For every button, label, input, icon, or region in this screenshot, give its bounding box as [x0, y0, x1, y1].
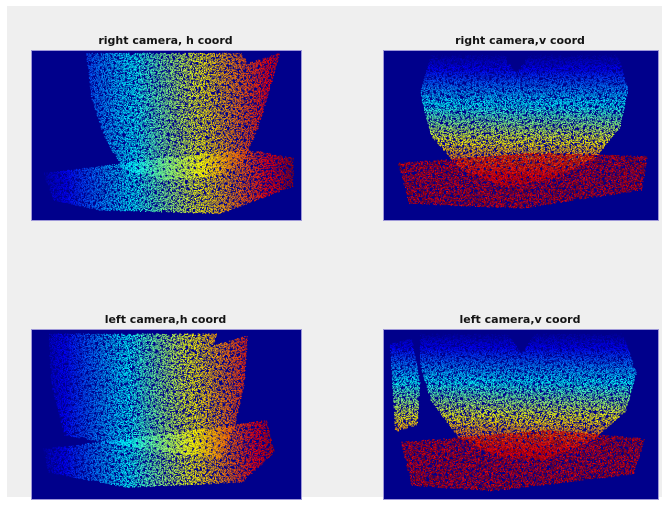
subplot-left-camera-v: left camera,v coord — [383, 313, 659, 500]
subplot-title-right-v: right camera,v coord — [455, 34, 585, 47]
matlab-figure: right camera, h coord right camera,v coo… — [7, 6, 662, 500]
subplot-left-camera-h: left camera,h coord — [31, 313, 302, 500]
pointcloud-canvas-right-v — [383, 50, 659, 221]
subplot-title-left-v: left camera,v coord — [459, 313, 581, 326]
subplot-title-left-h: left camera,h coord — [104, 313, 227, 326]
subplot-right-camera-v: right camera,v coord — [383, 34, 659, 221]
pointcloud-canvas-left-v — [383, 329, 659, 500]
pointcloud-canvas-right-h — [31, 50, 302, 221]
subplot-right-camera-h: right camera, h coord — [31, 34, 302, 221]
subplot-title-right-h: right camera, h coord — [98, 34, 233, 47]
pointcloud-canvas-left-h — [31, 329, 302, 500]
